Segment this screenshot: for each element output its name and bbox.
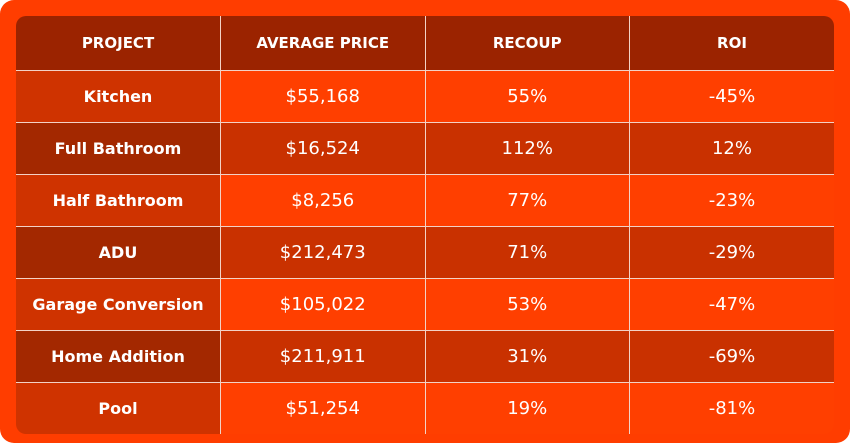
table-row: Kitchen $55,168 55% -45%: [16, 70, 834, 123]
value-cell: $105,022: [220, 278, 426, 331]
table-row: Half Bathroom $8,256 77% -23%: [16, 174, 834, 227]
data-table: PROJECT AVERAGE PRICE RECOUP ROI Kitchen $55…: [16, 16, 834, 434]
table-row: Home Addition $211,911 31% -69%: [16, 330, 834, 383]
value-cell: $16,524: [220, 122, 426, 175]
header-cell: ROI: [629, 16, 834, 71]
project-cell: Home Addition: [16, 330, 221, 383]
value-cell: 19%: [424, 382, 630, 434]
project-cell: Half Bathroom: [16, 174, 221, 227]
value-cell: 112%: [424, 122, 630, 175]
project-cell: Kitchen: [16, 70, 221, 123]
value-cell: 53%: [424, 278, 630, 331]
header-cell: AVERAGE PRICE: [220, 16, 426, 71]
value-cell: -81%: [629, 382, 834, 434]
value-cell: 77%: [424, 174, 630, 227]
value-cell: -23%: [629, 174, 834, 227]
project-cell: Garage Conversion: [16, 278, 221, 331]
value-cell: $212,473: [220, 226, 426, 279]
value-cell: $55,168: [220, 70, 426, 123]
value-cell: -45%: [629, 70, 834, 123]
value-cell: $8,256: [220, 174, 426, 227]
value-cell: 55%: [424, 70, 630, 123]
project-cell: Pool: [16, 382, 221, 434]
value-cell: -47%: [629, 278, 834, 331]
table-row: Garage Conversion $105,022 53% -47%: [16, 278, 834, 331]
value-cell: 31%: [424, 330, 630, 383]
table-row: Pool $51,254 19% -81%: [16, 382, 834, 434]
header-cell: RECOUP: [424, 16, 630, 71]
table-row: Full Bathroom $16,524 112% 12%: [16, 122, 834, 175]
value-cell: $211,911: [220, 330, 426, 383]
value-cell: -69%: [629, 330, 834, 383]
header-cell: PROJECT: [16, 16, 221, 71]
value-cell: 12%: [629, 122, 834, 175]
value-cell: $51,254: [220, 382, 426, 434]
project-cell: Full Bathroom: [16, 122, 221, 175]
value-cell: -29%: [629, 226, 834, 279]
table-row: ADU $212,473 71% -29%: [16, 226, 834, 279]
header-row: PROJECT AVERAGE PRICE RECOUP ROI: [16, 16, 834, 71]
value-cell: 71%: [424, 226, 630, 279]
project-cell: ADU: [16, 226, 221, 279]
